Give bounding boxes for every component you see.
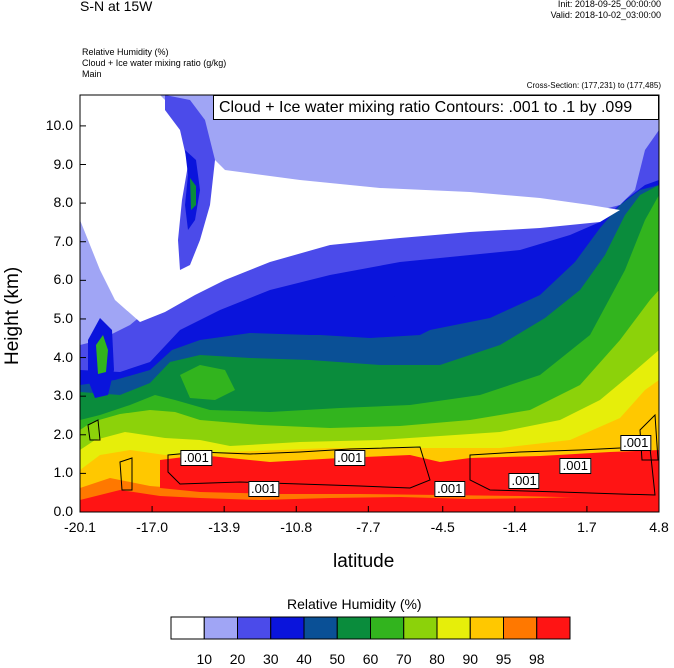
colorbar-swatch bbox=[469, 616, 504, 640]
plot-title: S-N at 15W bbox=[80, 0, 153, 14]
colorbar-swatch bbox=[503, 616, 538, 640]
colorbar-swatch bbox=[270, 616, 305, 640]
green-lobe bbox=[180, 365, 235, 400]
y-tick-label: 3.0 bbox=[53, 387, 73, 404]
colorbar-label: 60 bbox=[362, 651, 379, 667]
y-ticks bbox=[80, 125, 86, 513]
field-rh: Relative Humidity (%) bbox=[82, 47, 169, 57]
x-tick-label: 1.7 bbox=[577, 519, 597, 535]
plume-peak bbox=[190, 178, 196, 210]
y-tick-label: 10.0 bbox=[45, 116, 73, 133]
contour-west-upper bbox=[87, 419, 101, 441]
left-column-core bbox=[96, 335, 108, 374]
cloud-contours bbox=[87, 413, 659, 496]
contour-label: .001 bbox=[508, 473, 540, 490]
colorbar-swatch bbox=[370, 616, 405, 640]
contour-label: .001 bbox=[180, 449, 212, 466]
contour-main bbox=[167, 446, 431, 489]
x-tick-label: -20.1 bbox=[64, 519, 96, 535]
colorbar-label: 95 bbox=[495, 651, 512, 667]
y-tick-label: 5.0 bbox=[53, 309, 73, 326]
x-tick-label: -1.4 bbox=[502, 519, 527, 535]
y-tick-label: 0.0 bbox=[53, 503, 73, 519]
field-cloud: Cloud + Ice water mixing ratio (g/kg) bbox=[82, 58, 227, 68]
field-list: Relative Humidity (%) Cloud + Ice water … bbox=[82, 47, 226, 80]
colorbar-swatch bbox=[237, 616, 272, 640]
mid-core bbox=[290, 295, 450, 338]
x-tick-label: -4.5 bbox=[430, 519, 455, 535]
contour-label: .001 bbox=[434, 480, 466, 497]
x-tick-label: -10.8 bbox=[280, 519, 313, 535]
humidity-field bbox=[80, 95, 659, 512]
colorbar-swatch bbox=[536, 616, 571, 640]
colorbar-label: 70 bbox=[395, 651, 412, 667]
colorbar bbox=[170, 616, 571, 640]
y-tick-label: 7.0 bbox=[53, 232, 73, 249]
x-tick-label: -13.9 bbox=[208, 519, 241, 535]
colorbar-swatch bbox=[403, 616, 438, 640]
colorbar-label: 40 bbox=[296, 651, 312, 667]
y-axis-label: Height (km) bbox=[2, 266, 23, 365]
colorbar-swatch bbox=[436, 616, 471, 640]
y-tick-label: 6.0 bbox=[53, 271, 73, 288]
colorbar-swatch bbox=[203, 616, 238, 640]
contour-label: .001 bbox=[620, 434, 652, 451]
colorbar-label: 20 bbox=[229, 651, 246, 667]
contour-label: .001 bbox=[248, 480, 280, 497]
x-tick-label: -7.7 bbox=[356, 519, 381, 535]
cross-section-label: Cross-Section: (177,231) to (177,485) bbox=[526, 81, 661, 90]
colorbar-label: 50 bbox=[329, 651, 346, 667]
init-time: Init: 2018-09-25_00:00:00 bbox=[557, 0, 661, 9]
contour-title: Cloud + Ice water mixing ratio Contours:… bbox=[213, 95, 659, 120]
x-tick-label: 4.8 bbox=[649, 519, 669, 535]
colorbar-swatch bbox=[336, 616, 371, 640]
contour-label: .001 bbox=[559, 457, 591, 474]
x-tick-label: -17.0 bbox=[136, 519, 169, 535]
contour-east bbox=[469, 447, 656, 496]
y-tick-label: 8.0 bbox=[53, 194, 73, 211]
colorbar-label: 98 bbox=[528, 651, 545, 667]
colorbar-label: 90 bbox=[462, 651, 479, 667]
y-tick-label: 4.0 bbox=[53, 348, 73, 365]
colorbar-title: Relative Humidity (%) bbox=[287, 596, 422, 612]
x-ticks bbox=[79, 506, 660, 512]
contour-west bbox=[119, 457, 133, 491]
dry-region bbox=[80, 95, 620, 322]
y-tick-label: 2.0 bbox=[53, 425, 73, 442]
colorbar-label: 30 bbox=[262, 651, 279, 667]
valid-time: Valid: 2018-10-02_03:00:00 bbox=[550, 10, 661, 20]
colorbar-label: 80 bbox=[429, 651, 445, 667]
colorbar-label: 10 bbox=[196, 651, 213, 667]
x-axis-label: latitude bbox=[333, 551, 395, 572]
contour-label: .001 bbox=[334, 449, 366, 466]
run-times: Init: 2018-09-25_00:00:00 Valid: 2018-10… bbox=[551, 0, 661, 21]
colorbar-swatch bbox=[303, 616, 338, 640]
y-tick-label: 1.0 bbox=[53, 464, 73, 481]
y-tick-label: 9.0 bbox=[53, 155, 73, 172]
colorbar-swatch bbox=[170, 616, 205, 640]
field-main: Main bbox=[82, 69, 102, 79]
